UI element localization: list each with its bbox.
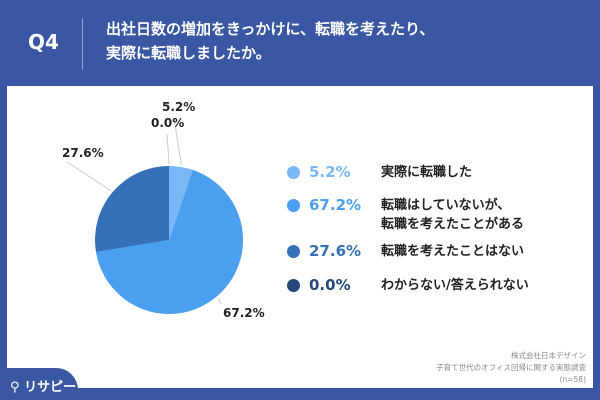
- source-company: 株式会社日本デザイン: [511, 351, 586, 360]
- legend-swatch: [287, 279, 300, 292]
- legend-label: 実際に転職した: [381, 165, 473, 180]
- legend-swatch: [287, 166, 300, 179]
- leader-line: [166, 133, 170, 165]
- leader-line: [217, 297, 222, 305]
- question-title: 出社日数の増加をきっかけに、転職を考えたり、 実際に転職しましたか。: [106, 20, 435, 62]
- legend-percent: 0.0%: [309, 276, 351, 294]
- legend-percent: 5.2%: [309, 163, 351, 181]
- leader-line: [173, 117, 182, 166]
- legend-label: わからない/答えられない: [381, 278, 529, 293]
- legend-percent: 27.6%: [309, 242, 362, 260]
- pie-slice: [169, 166, 193, 240]
- pie-slice: [95, 169, 244, 314]
- data-label-0: 5.2%: [162, 100, 196, 114]
- legend-item: 5.2% 実際に転職した: [287, 163, 472, 182]
- pie-slice: [95, 166, 169, 253]
- source-survey: 子育て世代のオフィス回帰に関する実態調査: [436, 363, 586, 372]
- data-label-1: 67.2%: [223, 306, 265, 320]
- legend-label: 転職を考えたことはない: [381, 244, 525, 259]
- sample-size: (n=58): [559, 375, 586, 384]
- legend-swatch: [287, 245, 300, 258]
- legend-item: 0.0% わからない/答えられない: [287, 276, 529, 295]
- legend-item: 27.6% 転職を考えたことはない: [287, 242, 524, 261]
- leader-line: [66, 161, 112, 192]
- source-note: 株式会社日本デザイン 子育て世代のオフィス回帰に関する実態調査 (n=58): [436, 350, 586, 386]
- legend-label: 転職はしていないが、 転職を考えたことがある: [381, 198, 525, 232]
- question-number: Q4: [28, 30, 59, 54]
- data-label-3: 0.0%: [151, 116, 185, 130]
- legend-swatch: [287, 199, 300, 212]
- divider: [82, 18, 83, 70]
- logo: ⚲ リサピー: [0, 368, 78, 400]
- legend-item: 67.2% 転職はしていないが、 転職を考えたことがある: [287, 196, 524, 234]
- pie-chart: [66, 117, 244, 314]
- logo-text: リサピー: [24, 380, 77, 395]
- legend-percent: 67.2%: [309, 196, 362, 214]
- chart-card: 5.2% 0.0% 27.6% 67.2% 5.2% 実際に転職した 67.2% 転…: [7, 86, 593, 388]
- data-label-2: 27.6%: [62, 146, 104, 160]
